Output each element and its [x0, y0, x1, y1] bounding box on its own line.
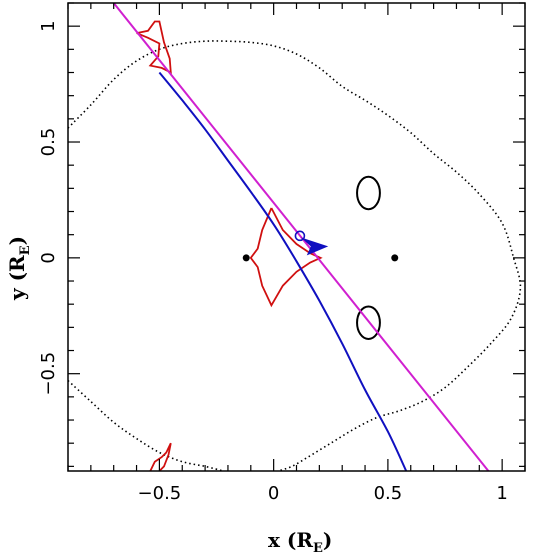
- y-tick-label: −0.5: [38, 352, 59, 396]
- lower-caustic: [149, 442, 172, 471]
- x-axis-label: x (RE): [268, 528, 332, 555]
- x-tick-label: 0.5: [374, 483, 403, 504]
- central-caustic: [249, 207, 323, 308]
- inner-critical-curve-2: [356, 305, 381, 340]
- axis-ticks: [67, 2, 526, 471]
- upper-caustic: [136, 20, 172, 75]
- x-tick-label: 0: [268, 483, 279, 504]
- y-tick-label: 0.5: [38, 128, 59, 157]
- outer-critical-curve-lower: [68, 380, 224, 471]
- source-position-marker: [294, 230, 306, 242]
- outer-critical-curve: [68, 40, 522, 471]
- plot-content: [68, 3, 522, 471]
- x-tick-label: 1: [496, 483, 507, 504]
- direction-arrow: [300, 237, 329, 256]
- curved-trajectory-line: [158, 71, 408, 471]
- axis-tick-labels: −0.5 0 0.5 1 −0.5 0 0.5 1: [38, 20, 508, 504]
- inner-critical-curve-1: [356, 175, 381, 211]
- lens-point-1: [242, 254, 250, 262]
- y-tick-label: 1: [38, 20, 59, 31]
- y-axis-label: y (RE): [5, 236, 33, 301]
- lens-point-2: [391, 254, 399, 262]
- straight-trajectory-line: [112, 3, 490, 471]
- plot-frame: [67, 2, 526, 472]
- y-tick-label: 0: [38, 252, 59, 263]
- x-tick-label: −0.5: [138, 483, 182, 504]
